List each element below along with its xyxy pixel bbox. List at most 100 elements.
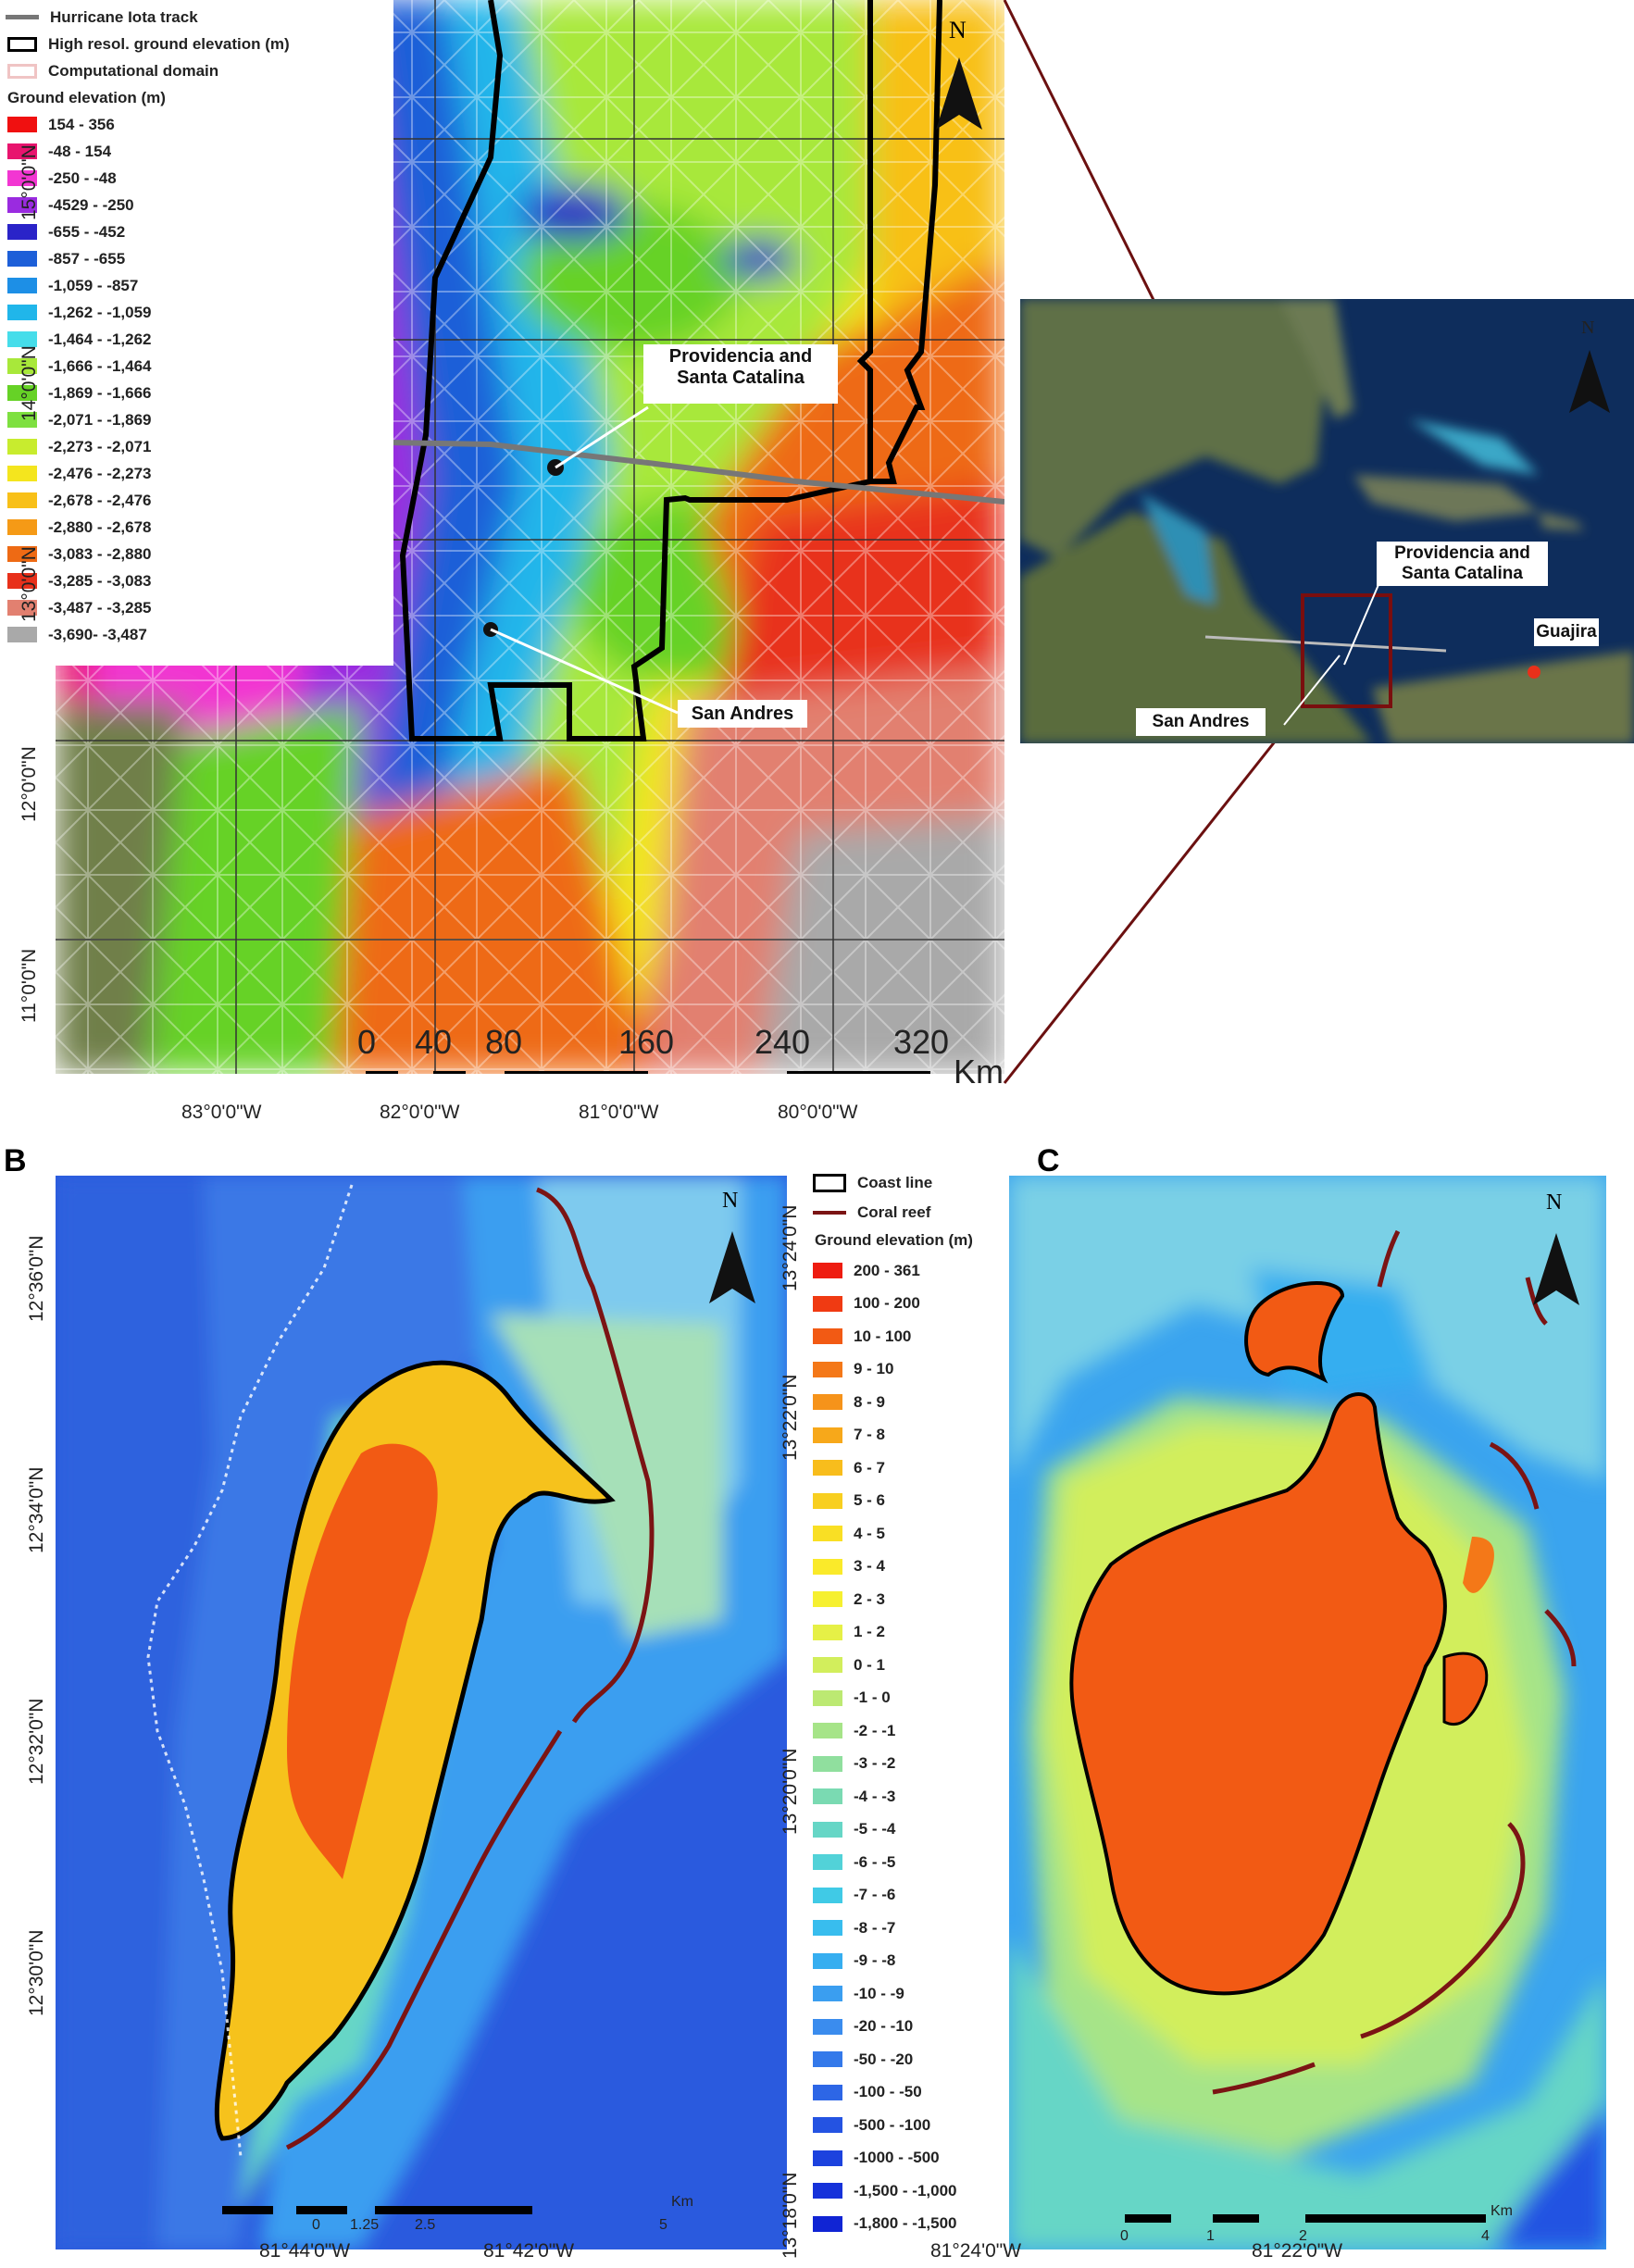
legend-track-row: Hurricane Iota track [0,4,393,31]
panel-bc-legend-swatch [813,2183,842,2199]
panel-a-legend-swatch [7,197,37,213]
panel-a-legend-swatch [7,412,37,428]
panel-a-map-svg [56,0,1004,1074]
panel-a-legend-row: -2,071 - -1,869 [0,406,393,433]
panel-a-legend-swatch [7,170,37,186]
panel-bc-legend-swatch [813,1920,842,1937]
panel-a-legend-label: -3,487 - -3,285 [48,598,152,617]
panel-a-legend-swatch [7,600,37,616]
panel-a-legend-swatch [7,519,37,535]
panel-bc-legend-row: 2 - 3 [805,1583,1028,1616]
panel-c-north-arrow: N [1528,1187,1585,1307]
panel-bc-legend-swatch [813,1460,842,1477]
panel-bc-legend-row: 7 - 8 [805,1419,1028,1452]
panel-a-legend-label: -2,071 - -1,869 [48,410,152,429]
panel-bc-legend: Coast line Coral reef Ground elevation (… [805,1162,1028,2250]
san-andres-highland [287,1443,438,1879]
panel-a-map [56,0,1004,1074]
panel-a-legend-row: -1,869 - -1,666 [0,380,393,406]
panel-a-legend-label: -1,464 - -1,262 [48,330,152,348]
guajira-marker [1528,666,1540,679]
panel-a-legend-label: -1,666 - -1,464 [48,356,152,375]
panel-a-legend-swatch [7,546,37,562]
panel-bc-legend-label: 200 - 361 [854,1261,920,1279]
panel-c-map-svg [1009,1176,1606,2249]
providencia-callout-line [555,405,649,469]
inset-map-svg [1020,299,1634,743]
inset-providencia-callout: Providencia and Santa Catalina [1377,542,1548,586]
providencia-callout: Providencia and Santa Catalina [643,344,838,404]
panel-bc-legend-items: 200 - 361 100 - 200 10 - 100 9 - 10 8 - 9 7 -… [805,1254,1028,2240]
panel-bc-legend-swatch [813,1887,842,1903]
panel-b-lon-0: 81°44'0"W [259,2240,351,2262]
panel-a-legend-label: -48 - 154 [48,142,112,160]
panel-bc-legend-row: -6 - -5 [805,1846,1028,1879]
domain-swatch [7,63,37,79]
panel-bc-legend-swatch [813,2215,842,2232]
panel-a-legend-label: -655 - -452 [48,222,126,241]
panel-bc-legend-row: -1000 - -500 [805,2142,1028,2175]
santa-catalina-island [1244,1281,1345,1384]
panel-bc-legend-swatch [813,1952,842,1969]
panel-a-legend-row: -1,262 - -1,059 [0,299,393,326]
panel-bc-legend-swatch [813,1492,842,1509]
hurricane-track [388,440,1004,505]
panel-b-scale-1: 1.25 [350,2217,380,2233]
san-andres-callout-line [490,628,679,715]
panel-bc-legend-row: 3 - 4 [805,1551,1028,1584]
legend-highres-label: High resol. ground elevation (m) [48,34,290,53]
panel-b-north-arrow: N [704,1185,761,1305]
san-andres-callout-text: San Andres [691,704,794,724]
panel-a-legend-row: -3,690- -3,487 [0,621,393,648]
panel-bc-legend-label: 1 - 2 [854,1623,886,1641]
providencia-islet-east [1442,1651,1489,1726]
panel-a-legend-label: 154 - 356 [48,115,115,133]
panel-a-legend-swatch [7,117,37,132]
panel-c-coral-reef [1212,1229,1577,2095]
panel-b-north-label: N [722,1189,739,1213]
panel-bc-legend-label: -5 - -4 [854,1820,896,1838]
panel-bc-legend-row: -1,800 - -1,500 [805,2208,1028,2241]
panel-bc-legend-label: 4 - 5 [854,1524,886,1542]
inset-north-arrow-icon [1569,350,1610,413]
panel-a-legend-row: -3,083 - -2,880 [0,541,393,567]
panel-a-legend-swatch [7,492,37,508]
panel-a-legend-row: -3,487 - -3,285 [0,594,393,621]
panel-bc-legend-label: 3 - 4 [854,1557,886,1576]
panel-a-legend-label: -3,690- -3,487 [48,625,147,643]
panel-bc-legend-row: -4 - -3 [805,1780,1028,1813]
panel-c-scale-2: 2 [1299,2228,1307,2244]
panel-bc-legend-row: 6 - 7 [805,1452,1028,1485]
panel-b-map-svg [56,1176,787,2249]
panel-b-north-arrow-icon [709,1231,755,1303]
providencia-callout-text: Providencia and Santa Catalina [668,346,813,388]
inset-north-arrow: N [1566,318,1613,415]
panel-bc-legend-swatch [813,1361,842,1377]
inset-guajira-text: Guajira [1536,622,1597,642]
panel-a-legend-label: -2,678 - -2,476 [48,491,152,509]
panel-a-legend-row: -4529 - -250 [0,192,393,218]
panel-bc-legend-swatch [813,2117,842,2134]
panel-a-legend-label: -857 - -655 [48,249,126,268]
panel-bc-legend-label: -4 - -3 [854,1787,896,1805]
panel-a-legend-label: -3,083 - -2,880 [48,544,152,563]
panel-c-lat-1: 13°22'0"N [780,1374,801,1461]
panel-c-scale-3: 4 [1481,2228,1490,2244]
panel-a-legend-swatch [7,305,37,320]
panel-bc-legend-label: -7 - -6 [854,1886,896,1904]
panel-a-legend-row: -2,880 - -2,678 [0,514,393,541]
panel-a-legend-swatch [7,331,37,347]
panel-b-dashed-contour [146,1184,354,2158]
panel-bc-legend-row: -8 - -7 [805,1912,1028,1945]
panel-a-north-label: N [949,17,967,44]
panel-a-lon-83: 83°0'0"W [181,1102,262,1123]
panel-bc-legend-row: -7 - -6 [805,1879,1028,1913]
san-andres-coral-reef [285,1187,655,2150]
panel-a-legend-row: -857 - -655 [0,245,393,272]
panel-bc-legend-swatch [813,1788,842,1805]
panel-c-scale-0: 0 [1120,2228,1129,2244]
panel-a-legend-row: -2,476 - -2,273 [0,460,393,487]
inset-san-andres-callout: San Andres [1136,708,1266,736]
panel-a-legend-swatch [7,627,37,642]
panel-b-lat-3: 12°30'0"N [26,1929,47,2016]
